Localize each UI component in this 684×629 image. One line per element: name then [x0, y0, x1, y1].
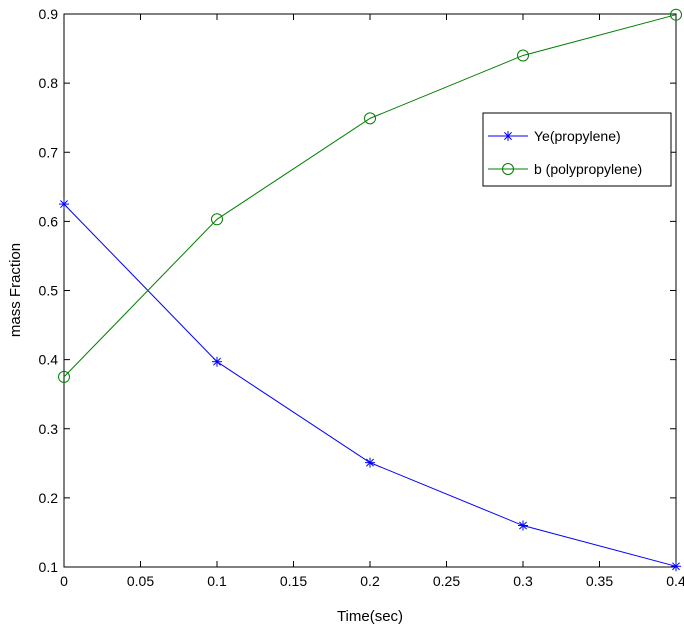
data-point [364, 112, 376, 125]
series-layer [58, 8, 682, 572]
series-1 [59, 199, 681, 572]
x-tick-label: 0.15 [280, 573, 307, 589]
x-axis-title: Time(sec) [337, 608, 403, 625]
legend-marker [502, 163, 514, 175]
y-tick-label: 0.3 [39, 421, 59, 437]
x-tick-label: 0.1 [207, 573, 227, 589]
plot-area [63, 13, 677, 568]
data-point [517, 49, 529, 62]
legend-marker [503, 131, 513, 141]
data-point [670, 8, 682, 21]
data-point [671, 561, 681, 572]
y-tick-label: 0.9 [39, 6, 59, 22]
data-point [212, 356, 222, 367]
x-tick-label: 0.2 [360, 573, 380, 589]
y-tick-label: 0.8 [39, 75, 59, 91]
y-tick-label: 0.1 [39, 559, 59, 575]
axis-ticks [63, 13, 677, 568]
series-2 [58, 8, 682, 383]
legend-label: Ye(propylene) [534, 128, 621, 144]
data-point [58, 370, 70, 383]
x-tick-label: 0.3 [513, 573, 533, 589]
y-tick-label: 0.2 [39, 490, 59, 506]
x-tick-label: 0.4 [666, 573, 684, 589]
y-tick-label: 0.7 [39, 144, 59, 160]
x-tick-label: 0.05 [127, 573, 154, 589]
x-tick-label: 0 [60, 573, 68, 589]
legend-entry: b (polypropylene) [488, 161, 642, 177]
y-tick-labels: 0.1 0.2 0.3 0.4 0.5 0.6 0.7 0.8 0.9 [39, 6, 59, 575]
x-tick-label: 0.35 [586, 573, 613, 589]
x-tick-label: 0.25 [433, 573, 460, 589]
data-point [59, 199, 69, 210]
data-point [211, 213, 223, 226]
legend-box [482, 112, 672, 187]
data-point [518, 520, 528, 531]
y-axis-title: mass Fraction [7, 243, 24, 337]
legend-entry: Ye(propylene) [488, 128, 621, 144]
legend-label: b (polypropylene) [534, 161, 642, 177]
x-tick-labels: 0 0.05 0.1 0.15 0.2 0.25 0.3 0.35 0.4 [60, 573, 684, 589]
series-line [63, 14, 677, 378]
legend: Ye(propylene) b (polypropylene) [482, 112, 672, 187]
y-tick-label: 0.6 [39, 213, 59, 229]
y-tick-label: 0.4 [39, 352, 59, 368]
data-point [365, 457, 375, 468]
y-tick-label: 0.5 [39, 283, 59, 299]
